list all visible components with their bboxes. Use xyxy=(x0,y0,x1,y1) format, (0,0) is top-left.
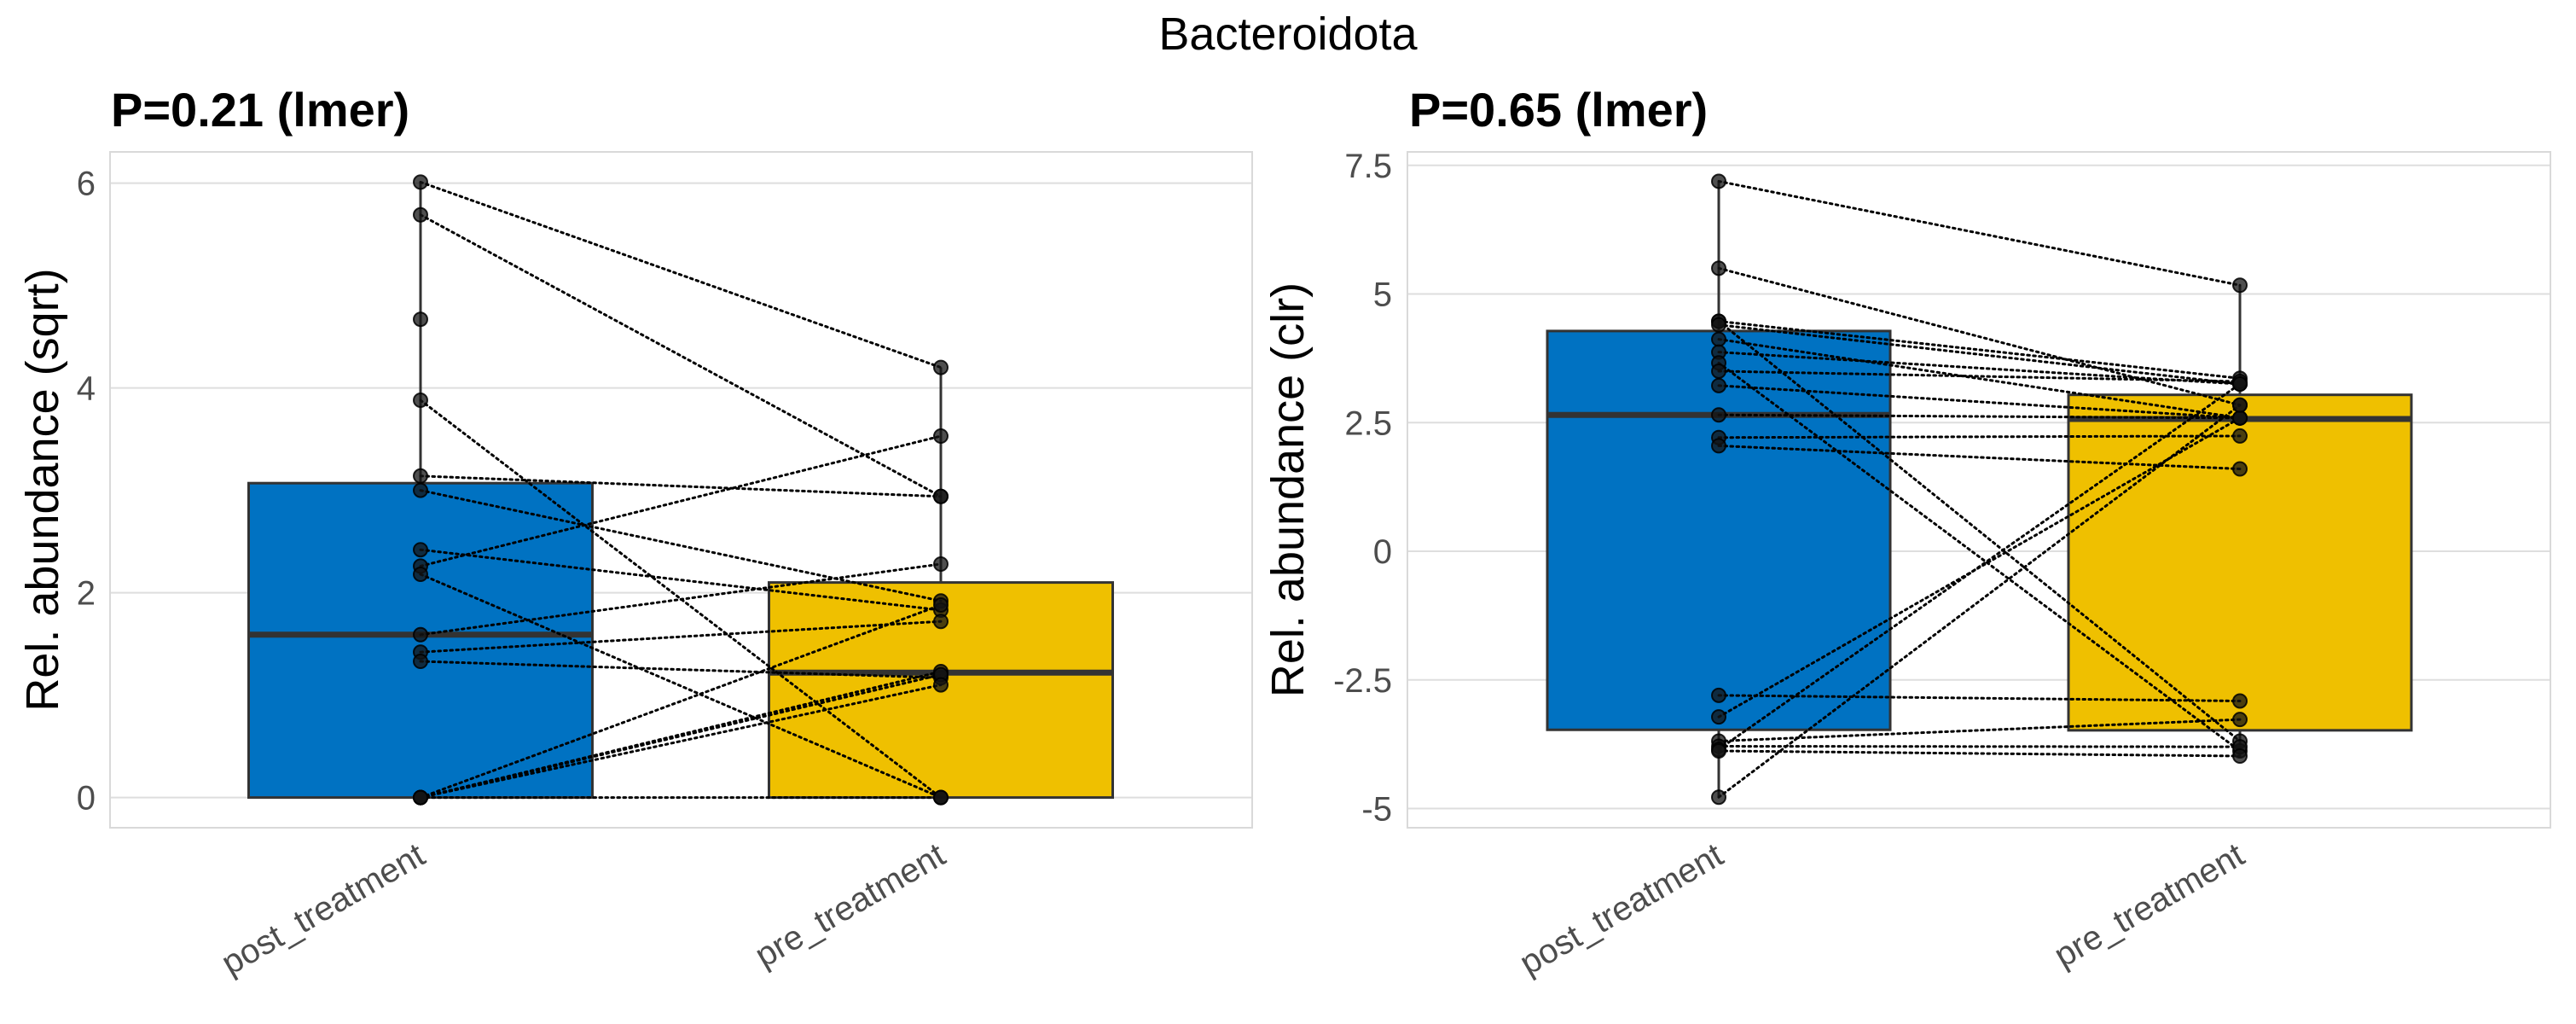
pair-line xyxy=(419,673,943,800)
pair-line xyxy=(419,603,943,800)
data-point-post xyxy=(413,207,428,223)
data-point-post xyxy=(1711,363,1726,379)
data-point-post xyxy=(1711,407,1726,423)
data-point-post xyxy=(1711,438,1726,454)
pair-line xyxy=(1717,319,2242,380)
y-tick-label: 0 xyxy=(1373,533,1392,571)
figure-title: Bacteroidota xyxy=(1158,9,1418,60)
y-tick-label: 4 xyxy=(77,370,96,408)
pair-line xyxy=(1717,745,2242,748)
box-pre-treatment xyxy=(2067,393,2413,732)
panel-sqrt: P=0.21 (lmer) 0 2 4 6 Rel. abundance (sqrt) po… xyxy=(17,83,1253,983)
pair-line xyxy=(1717,749,2242,758)
pair-line xyxy=(419,180,943,369)
pair-line xyxy=(1717,404,2242,799)
data-point-post xyxy=(1711,173,1726,189)
y-axis-label: Rel. abundance (sqrt) xyxy=(17,268,68,711)
y-tick-label: -5 xyxy=(1361,791,1392,829)
pair-line xyxy=(419,474,943,498)
panel-title: P=0.65 (lmer) xyxy=(1409,83,1708,137)
pair-line xyxy=(1717,323,2242,386)
data-point-post xyxy=(1711,687,1726,703)
pair-line xyxy=(419,489,943,602)
data-point-pre xyxy=(933,789,949,806)
y-tick-label: 6 xyxy=(77,166,96,203)
pair-line xyxy=(1717,434,2242,439)
x-tick-label-post-treatment: post_treatment xyxy=(1513,836,1729,983)
data-point-post xyxy=(413,468,428,484)
data-point-post xyxy=(413,789,428,806)
pair-line xyxy=(1717,413,2242,420)
data-point-pre xyxy=(933,677,949,693)
panel-border xyxy=(109,151,1253,829)
data-point-post xyxy=(1711,709,1726,725)
data-point-post xyxy=(1711,789,1726,806)
pair-line xyxy=(1717,694,2242,702)
data-point-post xyxy=(413,311,428,328)
pair-line xyxy=(1717,338,2242,420)
panel-border xyxy=(1407,151,2551,829)
pair-line xyxy=(1717,319,2242,743)
data-point-post xyxy=(413,626,428,643)
data-point-pre xyxy=(2232,277,2248,294)
data-point-post xyxy=(1711,331,1726,347)
x-tick-label-pre-treatment: pre_treatment xyxy=(749,836,952,975)
y-tick-label: 2.5 xyxy=(1344,404,1392,442)
pair-line xyxy=(419,213,943,498)
data-point-pre xyxy=(2232,428,2248,444)
y-tick-label: 0 xyxy=(77,780,96,817)
data-point-pre xyxy=(2232,712,2248,728)
pair-line xyxy=(419,573,943,800)
pair-line xyxy=(419,434,943,567)
data-point-pre xyxy=(933,488,949,504)
y-axis-label: Rel. abundance (clr) xyxy=(1262,282,1314,697)
x-tick-label-pre-treatment: pre_treatment xyxy=(2048,836,2251,975)
data-point-pre xyxy=(933,597,949,613)
data-point-post xyxy=(1711,260,1726,276)
data-point-post xyxy=(1711,742,1726,759)
pair-line xyxy=(1717,369,2242,383)
pair-line xyxy=(419,548,943,612)
pair-line xyxy=(1717,179,2242,287)
data-point-post xyxy=(413,174,428,190)
data-point-post xyxy=(413,654,428,669)
pair-line xyxy=(1717,382,2242,751)
data-point-pre xyxy=(2232,376,2248,393)
data-point-post xyxy=(1711,317,1726,333)
y-tick-label: 5 xyxy=(1373,276,1392,314)
y-tick-label: 2 xyxy=(77,575,96,613)
pair-line xyxy=(1717,351,2242,386)
pair-line xyxy=(1717,444,2242,471)
data-point-pre xyxy=(933,556,949,572)
box-post-treatment xyxy=(1546,329,1892,731)
data-point-post xyxy=(413,567,428,582)
pair-line xyxy=(419,684,943,800)
y-tick-label: -2.5 xyxy=(1333,662,1392,700)
data-point-post xyxy=(413,482,428,498)
pair-line xyxy=(1717,384,2242,420)
data-point-post xyxy=(413,393,428,408)
data-point-pre xyxy=(933,359,949,375)
data-point-pre xyxy=(933,428,949,444)
data-point-post xyxy=(1711,377,1726,393)
pair-line xyxy=(419,620,943,654)
data-point-pre xyxy=(2232,461,2248,477)
data-point-post xyxy=(413,542,428,558)
data-point-pre xyxy=(933,614,949,630)
panel-clr: P=0.65 (lmer) -5 -2.5 0 2.5 5 7.5 Rel. abundanc… xyxy=(1262,83,2551,983)
pair-line xyxy=(1717,718,2242,743)
pair-line xyxy=(1717,361,2242,753)
pair-line xyxy=(419,660,943,679)
data-point-pre xyxy=(2232,693,2248,709)
data-point-pre xyxy=(2232,410,2248,426)
panel-title: P=0.21 (lmer) xyxy=(111,83,409,137)
data-point-pre xyxy=(2232,397,2248,413)
pair-line xyxy=(419,562,943,637)
pair-line xyxy=(1717,266,2242,407)
y-tick-label: 7.5 xyxy=(1344,148,1392,185)
data-point-pre xyxy=(2232,748,2248,764)
x-tick-label-post-treatment: post_treatment xyxy=(215,836,431,983)
